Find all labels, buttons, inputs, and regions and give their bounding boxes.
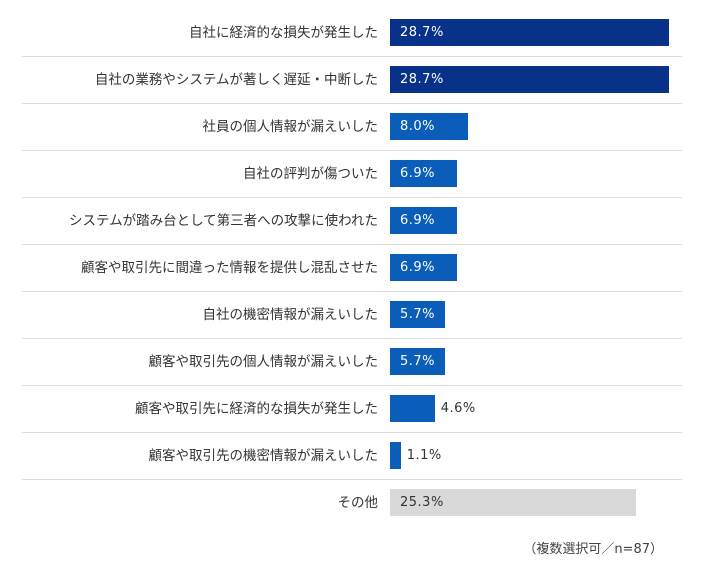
chart-row: 自社の評判が傷ついた 6.9% xyxy=(22,151,682,198)
chart-row: その他 25.3% xyxy=(22,480,682,527)
category-label: 自社の機密情報が漏えいした xyxy=(202,307,379,323)
chart-row: 自社の業務やシステムが著しく遅延・中断した 28.7% xyxy=(22,57,682,104)
category-label: 社員の個人情報が漏えいした xyxy=(202,119,379,135)
category-label: 自社の評判が傷ついた xyxy=(243,166,378,182)
chart-row: 自社の機密情報が漏えいした 5.7% xyxy=(22,292,682,339)
bar xyxy=(390,395,435,422)
bar xyxy=(390,489,636,516)
value-label: 28.7% xyxy=(400,25,444,40)
value-label: 8.0% xyxy=(400,119,436,134)
bar xyxy=(390,348,446,375)
value-label: 28.7% xyxy=(400,72,444,87)
bar xyxy=(390,254,458,281)
bar xyxy=(390,66,669,93)
value-label: 1.1% xyxy=(406,448,442,463)
value-label: 5.7% xyxy=(400,307,436,322)
chart-row: 顧客や取引先に経済的な損失が発生した 4.6% xyxy=(22,386,682,433)
category-label: 顧客や取引先に経済的な損失が発生した xyxy=(135,401,378,417)
value-label: 6.9% xyxy=(400,213,436,228)
category-label: システムが踏み台として第三者への攻撃に使われた xyxy=(68,213,378,229)
category-label: 顧客や取引先の機密情報が漏えいした xyxy=(148,448,379,464)
chart-row: 社員の個人情報が漏えいした 8.0% xyxy=(22,104,682,151)
chart-row: システムが踏み台として第三者への攻撃に使われた 6.9% xyxy=(22,198,682,245)
category-label: 顧客や取引先に間違った情報を提供し混乱させた xyxy=(81,260,378,276)
bar xyxy=(390,160,458,187)
category-label: 顧客や取引先の個人情報が漏えいした xyxy=(148,354,379,370)
bar xyxy=(390,113,468,140)
bar xyxy=(390,19,669,46)
value-label: 5.7% xyxy=(400,354,436,369)
category-label: 自社に経済的な損失が発生した xyxy=(189,25,378,41)
chart-row: 自社に経済的な損失が発生した 28.7% xyxy=(22,10,682,57)
bar xyxy=(390,207,458,234)
bar xyxy=(390,301,446,328)
chart-row: 顧客や取引先の個人情報が漏えいした 5.7% xyxy=(22,339,682,386)
value-label: 25.3% xyxy=(400,495,444,510)
chart-note: （複数選択可／n=87） xyxy=(523,542,663,557)
bar xyxy=(390,442,401,469)
category-label: 自社の業務やシステムが著しく遅延・中断した xyxy=(94,72,378,88)
value-label: 6.9% xyxy=(400,260,436,275)
chart-row: 顧客や取引先に間違った情報を提供し混乱させた 6.9% xyxy=(22,245,682,292)
category-label: その他 xyxy=(337,495,379,511)
value-label: 4.6% xyxy=(440,401,476,416)
value-label: 6.9% xyxy=(400,166,436,181)
chart-row: 顧客や取引先の機密情報が漏えいした 1.1% xyxy=(22,433,682,480)
